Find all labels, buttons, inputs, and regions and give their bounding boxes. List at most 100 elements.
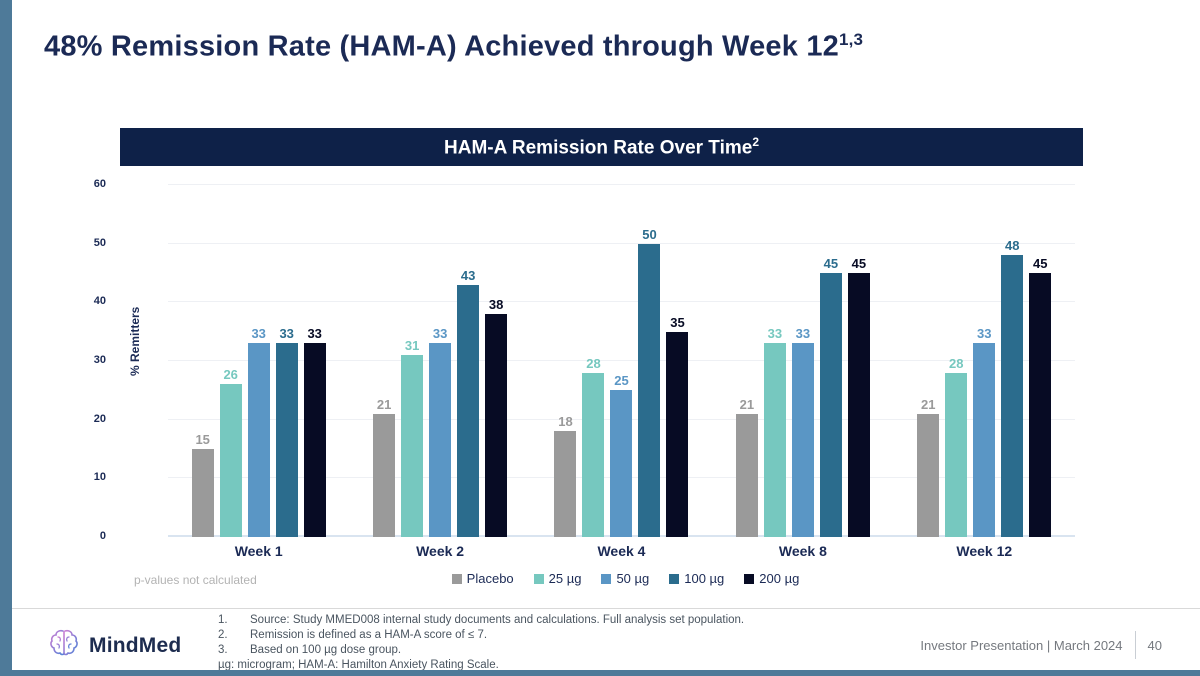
footer-page-number: 40 (1147, 637, 1162, 653)
bar-value-label: 33 (279, 326, 294, 342)
bar-value-label: 38 (488, 297, 504, 313)
footer-divider (12, 608, 1200, 609)
bar-value-label: 48 (1005, 238, 1020, 254)
bar-group-week-4: 18 28 25 50 35 (554, 185, 689, 537)
bar-placebo-week-2 (373, 413, 396, 537)
y-axis-ticks: 0 10 20 30 40 50 60 (72, 178, 112, 542)
y-axis-tick-20: 20 (93, 412, 106, 425)
footnote-text: Remission is defined as a HAM-A score of… (250, 629, 488, 641)
bar-value-label: 43 (460, 267, 476, 283)
y-axis-tick-0: 0 (99, 530, 106, 542)
bar-value-label: 31 (404, 338, 420, 354)
bar-value-label: 33 (251, 326, 266, 342)
plot-wrap: 15 26 33 33 33 21 31 33 43 38 18 28 25 50 35 21 33 33 45 45… (168, 184, 1075, 537)
footnote-number: 1. (218, 614, 228, 626)
footnote-2: 2. Remission is defined as a HAM-A score … (218, 628, 744, 643)
footnote-number: 3. (218, 644, 228, 656)
bar-wrap-25-g-week-4: 28 (582, 185, 605, 537)
y-axis-tick-30: 30 (93, 354, 106, 366)
p-values-note: p-values not calculated (134, 573, 257, 587)
bar-value-label: 33 (977, 326, 992, 342)
bar-wrap-200-g-week-4: 35 (666, 185, 689, 537)
x-axis-labels: Week 1 Week 2 Week 4 Week 8 Week 12 (168, 543, 1075, 559)
legend-swatch-50-g (601, 573, 612, 584)
y-axis-tick-40: 40 (93, 295, 106, 308)
bar-value-label: 18 (558, 414, 573, 430)
legend-label-200-g: 200 µg (759, 571, 800, 586)
chart-card: HAM-A Remission Rate Over Time2 % Remitt… (94, 128, 1083, 591)
legend-item-placebo: Placebo (451, 571, 514, 586)
bar-value-label: 33 (432, 326, 448, 342)
x-axis-label-week-1: Week 1 (234, 543, 283, 559)
bar-wrap-100-g-week-12: 48 (1001, 185, 1024, 537)
footnote-abbreviations: µg: microgram; HAM-A: Hamilton Anxiety R… (218, 659, 499, 671)
bar-groups: 15 26 33 33 33 21 31 33 43 38 18 28 25 50 35 21 33 33 45 45… (168, 185, 1075, 537)
page-title-text: 48% Remission Rate (HAM-A) Achieved thro… (44, 30, 839, 63)
footer-presentation-label: Investor Presentation | March 2024 (920, 637, 1123, 653)
bar-wrap-50-g-week-4: 25 (610, 185, 633, 537)
bar-value-label: 35 (670, 314, 685, 330)
bar-value-label: 21 (921, 396, 936, 412)
chart-title: HAM-A Remission Rate Over Time2 (444, 135, 759, 159)
legend-label-placebo: Placebo (466, 571, 514, 586)
bar-200-g-week-4 (666, 331, 689, 537)
page-title-superscript: 1,3 (838, 30, 864, 49)
y-axis-tick-50: 50 (93, 236, 106, 249)
bar-50-g-week-8 (791, 343, 814, 537)
left-accent-strip (0, 0, 12, 676)
bar-50-g-week-1 (247, 343, 270, 537)
bar-wrap-200-g-week-12: 45 (1029, 185, 1052, 537)
bar-wrap-placebo-week-2: 21 (373, 185, 396, 537)
x-axis-label-week-4: Week 4 (597, 543, 646, 559)
footer-right: Investor Presentation | March 2024 40 (920, 631, 1162, 659)
bar-group-week-1: 15 26 33 33 33 (191, 185, 326, 537)
gridline-60 (168, 184, 1075, 185)
legend-swatch-placebo (451, 573, 462, 584)
legend-item-25-g: 25 µg (533, 571, 581, 586)
bar-value-label: 26 (223, 367, 238, 383)
bar-wrap-25-g-week-1: 26 (219, 185, 242, 537)
footnotes: 1. Source: Study MMED008 internal study d… (218, 613, 744, 673)
bar-value-label: 21 (376, 396, 392, 412)
bar-value-label: 33 (307, 326, 322, 342)
footnote-text: Based on 100 µg dose group. (250, 644, 402, 656)
bar-placebo-week-8 (735, 413, 758, 537)
bar-value-label: 15 (195, 432, 210, 447)
bar-value-label: 25 (614, 373, 629, 389)
bar-100-g-week-2 (457, 284, 480, 537)
bar-wrap-200-g-week-2: 38 (485, 185, 508, 537)
bar-100-g-week-4 (638, 243, 661, 537)
bar-wrap-50-g-week-1: 33 (247, 185, 270, 537)
bar-100-g-week-1 (275, 343, 298, 537)
bar-wrap-placebo-week-4: 18 (554, 185, 577, 537)
chart-body: % Remitters 0 10 20 30 40 50 60 15 26 33 33 33 21 31… (94, 166, 1083, 591)
bar-200-g-week-12 (1029, 273, 1052, 537)
bar-200-g-week-8 (847, 273, 870, 537)
bar-wrap-25-g-week-2: 31 (401, 185, 424, 537)
bar-wrap-50-g-week-2: 33 (429, 185, 452, 537)
bar-value-label: 45 (1033, 256, 1048, 271)
bar-wrap-200-g-week-8: 45 (847, 185, 870, 537)
chart-title-text: HAM-A Remission Rate Over Time (444, 137, 753, 159)
bar-value-label: 33 (795, 326, 811, 342)
footer-page-divider (1134, 631, 1136, 659)
bar-value-label: 45 (823, 256, 839, 271)
x-axis-label-week-12: Week 12 (956, 543, 1013, 559)
bar-100-g-week-8 (819, 273, 842, 537)
bar-25-g-week-12 (945, 372, 968, 537)
legend-swatch-200-g (744, 573, 755, 584)
y-axis-title: % Remitters (128, 306, 142, 376)
bar-wrap-200-g-week-1: 33 (303, 185, 326, 537)
bar-100-g-week-12 (1001, 255, 1024, 537)
page-title: 48% Remission Rate (HAM-A) Achieved thro… (44, 30, 863, 64)
bar-wrap-100-g-week-4: 50 (638, 185, 661, 537)
bar-50-g-week-12 (973, 343, 996, 537)
bar-placebo-week-1 (191, 449, 214, 537)
bar-group-week-8: 21 33 33 45 45 (735, 185, 870, 537)
bar-wrap-100-g-week-1: 33 (275, 185, 298, 537)
footnote-3: 3. Based on 100 µg dose group. (218, 643, 744, 658)
footnote-number: 2. (218, 629, 228, 641)
legend-swatch-100-g (669, 573, 680, 584)
bar-value-label: 45 (851, 256, 867, 271)
